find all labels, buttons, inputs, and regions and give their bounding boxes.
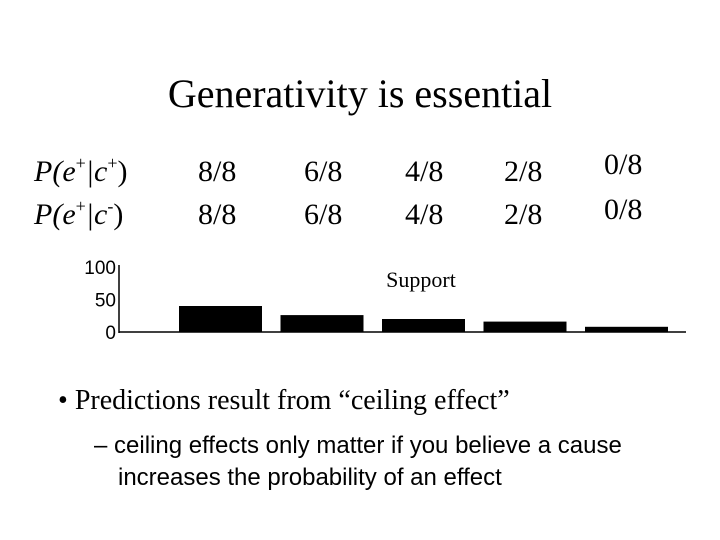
value-r2-c2: 6/8 (304, 198, 343, 231)
label-part: P(e (34, 155, 76, 188)
support-bar (382, 319, 465, 332)
label-part: |c (85, 198, 108, 231)
bullet-item: • Predictions result from “ceiling effec… (58, 385, 510, 417)
support-bar (179, 306, 262, 332)
value-r1-c1: 8/8 (198, 155, 237, 188)
support-bar (483, 321, 567, 332)
support-bar (585, 326, 668, 332)
chart-title: Support (386, 267, 456, 292)
y-tick-label: 0 (105, 323, 116, 344)
label-part: |c (85, 155, 108, 188)
support-bar (280, 315, 364, 332)
label-sup: + (75, 196, 86, 216)
value-r2-c3: 4/8 (405, 198, 444, 231)
y-tick-label: 50 (95, 291, 116, 312)
label-sup: - (107, 196, 114, 216)
label-part: P(e (34, 198, 76, 231)
value-r2-c1: 8/8 (198, 198, 237, 231)
row-label-cause-absent: P(e+|c-) (34, 197, 124, 231)
row-label-cause-present: P(e+|c+) (34, 154, 128, 188)
value-r1-c3: 4/8 (405, 155, 444, 188)
label-part: ) (117, 155, 128, 188)
value-r2-c4: 2/8 (504, 198, 543, 231)
value-r1-c4: 2/8 (504, 155, 543, 188)
bullet-dot: • (58, 385, 68, 416)
sub-bullet-item: – ceiling effects only matter if you bel… (94, 432, 622, 491)
label-part: ) (113, 198, 124, 231)
label-sup: + (75, 153, 86, 173)
label-sup: + (107, 153, 118, 173)
value-r1-c5: 0/8 (604, 148, 643, 181)
value-r1-c2: 6/8 (304, 155, 343, 188)
bullet-text: Predictions result from “ceiling effect” (74, 385, 510, 416)
value-r2-c5: 0/8 (604, 193, 643, 226)
y-tick-label: 100 (84, 258, 116, 279)
slide-title: Generativity is essential (167, 71, 553, 116)
